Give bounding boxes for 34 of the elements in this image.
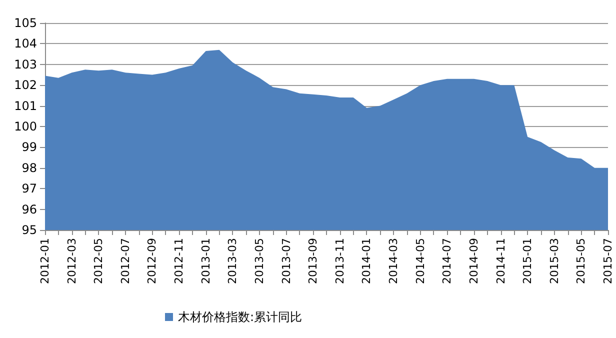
x-tick-label: 2015-03 <box>548 238 561 284</box>
x-tick-label: 2013-01 <box>199 238 212 284</box>
x-tick-label: 2015-05 <box>574 238 588 284</box>
x-tick-label: 2014-07 <box>440 238 454 284</box>
x-tick-label: 2013-05 <box>252 238 266 284</box>
x-tick-label: 2014-11 <box>494 238 508 284</box>
x-tick-label: 2013-07 <box>280 238 293 284</box>
x-tick-label: 2014-05 <box>414 238 427 284</box>
x-tick-label: 2014-09 <box>467 238 480 284</box>
x-tick-label: 2012-07 <box>118 238 132 284</box>
x-tick-label: 2015-07 <box>602 238 614 284</box>
y-tick-label: 97 <box>22 182 37 196</box>
y-tick-label: 100 <box>14 120 37 134</box>
x-tick-label: 2014-03 <box>387 238 400 284</box>
y-tick-label: 103 <box>14 57 37 72</box>
y-tick-label: 105 <box>14 16 37 30</box>
x-tick-label: 2012-01 <box>38 238 52 284</box>
x-tick-label: 2013-09 <box>306 238 320 284</box>
legend-label: 木材价格指数:累计同比 <box>178 310 302 324</box>
y-tick-label: 99 <box>22 140 37 154</box>
y-tick-label: 98 <box>22 160 37 175</box>
x-tick-label: 2013-11 <box>333 238 346 284</box>
y-tick-label: 102 <box>14 78 37 92</box>
y-tick-label: 95 <box>22 223 37 237</box>
x-tick-label: 2015-01 <box>521 238 534 284</box>
y-tick-label: 104 <box>14 36 37 51</box>
x-tick-label: 2012-05 <box>92 238 106 284</box>
x-tick-label: 2012-03 <box>65 238 78 284</box>
y-tick-label: 96 <box>22 202 37 216</box>
x-tick-label: 2012-09 <box>146 238 159 284</box>
x-tick-label: 2012-11 <box>172 238 186 284</box>
y-tick-label: 101 <box>14 98 37 113</box>
x-tick-label: 2013-03 <box>226 238 240 284</box>
x-tick-label: 2014-01 <box>360 238 374 284</box>
